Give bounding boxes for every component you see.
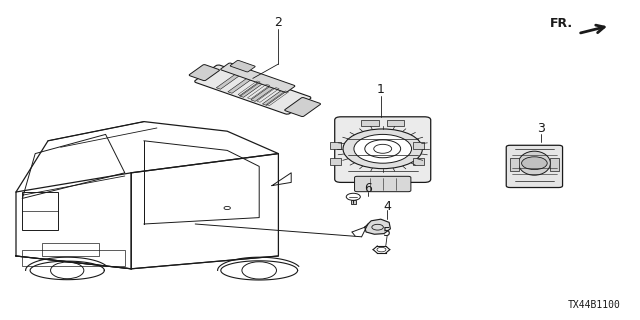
Text: 1: 1 <box>377 83 385 96</box>
Bar <box>238 81 260 96</box>
Bar <box>361 179 379 185</box>
Text: 2: 2 <box>275 16 282 29</box>
FancyBboxPatch shape <box>189 65 220 81</box>
Bar <box>22 192 58 230</box>
Bar <box>42 243 99 256</box>
FancyBboxPatch shape <box>285 98 321 116</box>
FancyBboxPatch shape <box>355 176 411 192</box>
Bar <box>248 84 269 99</box>
FancyBboxPatch shape <box>335 117 431 182</box>
Bar <box>330 158 341 165</box>
Bar <box>387 120 404 126</box>
Bar <box>251 85 276 101</box>
FancyBboxPatch shape <box>230 60 255 72</box>
Text: 6: 6 <box>364 182 372 195</box>
Text: 3: 3 <box>537 122 545 134</box>
Text: FR.: FR. <box>550 17 573 30</box>
Ellipse shape <box>518 151 550 175</box>
Circle shape <box>522 157 547 170</box>
Bar <box>510 158 519 171</box>
Text: TX44B1100: TX44B1100 <box>568 300 621 310</box>
Circle shape <box>354 134 412 163</box>
Bar <box>351 200 356 204</box>
Bar <box>266 91 289 106</box>
Circle shape <box>343 129 422 169</box>
Bar <box>22 250 125 266</box>
Bar <box>361 120 379 126</box>
Bar <box>330 142 341 149</box>
Bar <box>216 73 241 89</box>
Bar <box>228 77 253 93</box>
FancyBboxPatch shape <box>506 145 563 188</box>
FancyBboxPatch shape <box>221 63 295 92</box>
Text: 5: 5 <box>383 226 391 238</box>
Text: 4: 4 <box>383 200 391 213</box>
Bar <box>550 158 559 171</box>
Polygon shape <box>365 219 390 234</box>
FancyBboxPatch shape <box>195 65 311 114</box>
Bar <box>413 142 424 149</box>
Bar <box>239 81 264 97</box>
Bar <box>257 88 279 102</box>
Bar <box>413 158 424 165</box>
Bar <box>387 179 404 185</box>
Bar <box>262 89 287 105</box>
